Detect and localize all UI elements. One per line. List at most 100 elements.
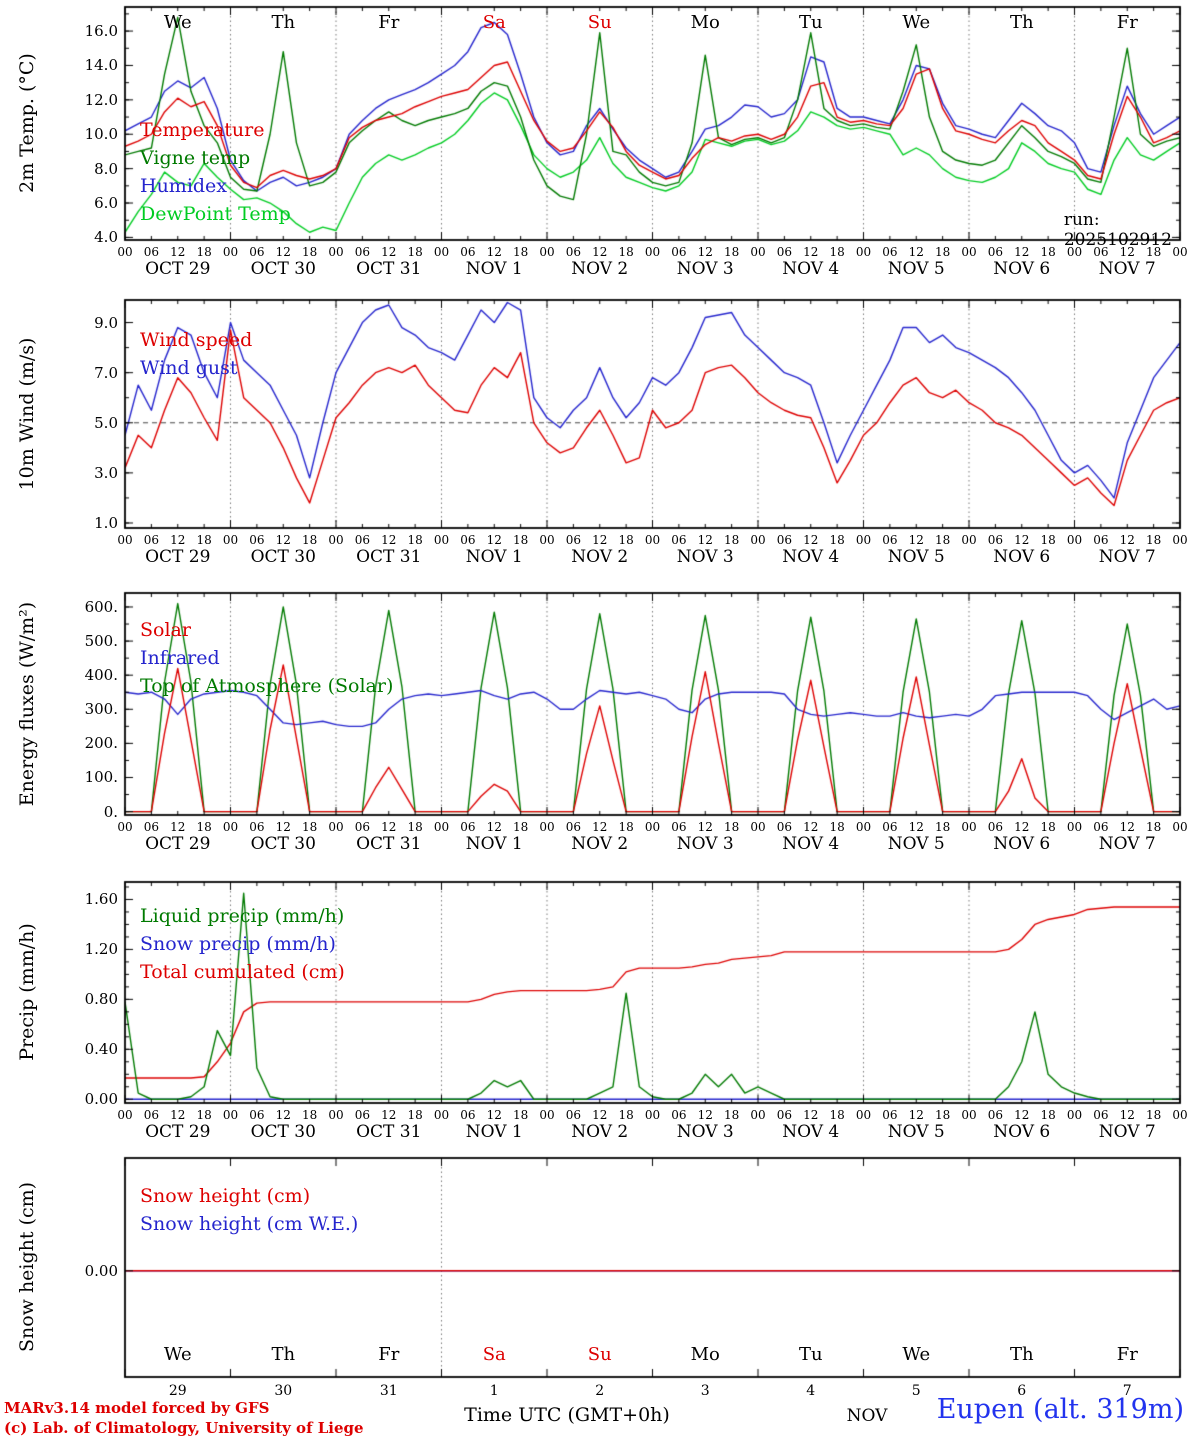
day-name-bottom: Th: [271, 1344, 296, 1365]
hour-tick-label: 12: [170, 245, 186, 259]
hour-tick-label: 06: [354, 820, 371, 834]
hour-tick-label: 06: [565, 533, 582, 547]
hour-tick-label: 12: [381, 245, 397, 259]
hour-tick-label: 12: [803, 245, 819, 259]
date-label: OCT 31: [356, 547, 422, 567]
hour-tick-label: 18: [934, 533, 951, 547]
temp-ytick-label: 8.0: [94, 159, 118, 178]
date-label: OCT 30: [250, 259, 316, 279]
temp-ytick-label: 14.0: [84, 56, 118, 75]
hour-tick-label: 00: [433, 820, 450, 834]
hour-tick-label: 18: [512, 245, 529, 259]
day-number: 3: [700, 1383, 710, 1399]
hour-tick-label: 12: [381, 1108, 397, 1122]
energy-ytick-label: 100.: [84, 768, 118, 787]
hour-tick-label: 00: [961, 820, 977, 834]
hour-tick-label: 06: [249, 820, 265, 834]
hour-tick-label: 18: [512, 533, 529, 547]
hour-tick-label: 00: [328, 533, 344, 547]
run-label: run: 2025102912: [1063, 210, 1172, 250]
date-label: NOV 7: [1098, 834, 1156, 854]
date-label: OCT 31: [356, 259, 422, 279]
hour-tick-label: 00: [750, 245, 766, 259]
day-name-top: Su: [587, 12, 612, 33]
hour-tick-label: 06: [776, 820, 793, 834]
hour-tick-label: 12: [697, 820, 713, 834]
hour-tick-label: 06: [776, 533, 793, 547]
hour-tick-label: 00: [539, 245, 555, 259]
energy-ytick-label: 400.: [84, 666, 118, 685]
hour-tick-label: 00: [222, 245, 239, 259]
hour-tick-label: 06: [460, 820, 476, 834]
day-name-bottom: Mo: [690, 1344, 720, 1365]
legend-total-cumulated: Total cumulated (cm): [140, 961, 345, 983]
hour-tick-label: 06: [143, 1108, 160, 1122]
hour-tick-label: 12: [275, 820, 291, 834]
hour-tick-label: 06: [249, 533, 265, 547]
hour-tick-label: 00: [328, 245, 344, 259]
day-number: 30: [274, 1383, 293, 1399]
hour-tick-label: 00: [117, 245, 133, 259]
date-label: OCT 30: [250, 547, 316, 567]
hour-tick-label: 18: [618, 820, 634, 834]
hour-tick-label: 06: [882, 533, 898, 547]
day-name-bottom: Th: [1009, 1344, 1034, 1365]
hour-tick-label: 00: [1172, 245, 1188, 259]
hour-tick-label: 12: [1014, 245, 1030, 259]
energy-ytick-label: 300.: [84, 700, 118, 719]
hour-tick-label: 18: [1040, 245, 1056, 259]
legend-snow-height-we: Snow height (cm W.E.): [140, 1213, 359, 1235]
hour-tick-label: 06: [354, 1108, 371, 1122]
hour-tick-label: 18: [196, 1108, 212, 1122]
hour-tick-label: 00: [750, 533, 766, 547]
hour-tick-label: 12: [908, 820, 924, 834]
date-label: OCT 29: [145, 834, 211, 854]
hour-tick-label: 00: [1066, 1108, 1083, 1122]
station-label: Eupen (alt. 319m): [936, 1394, 1184, 1425]
hour-tick-label: 06: [460, 1108, 476, 1122]
date-label: NOV 2: [571, 834, 629, 854]
hour-tick-label: 00: [117, 533, 133, 547]
hour-tick-label: 18: [723, 245, 740, 259]
hour-tick-label: 06: [776, 245, 793, 259]
hour-tick-label: 12: [486, 820, 502, 834]
hour-tick-label: 06: [565, 245, 582, 259]
precip-ytick-label: 0.40: [84, 1040, 118, 1059]
day-number: 31: [379, 1383, 398, 1399]
hour-tick-label: 12: [1014, 1108, 1030, 1122]
date-label: NOV 5: [887, 1122, 945, 1142]
day-name-bottom: We: [902, 1344, 931, 1365]
hour-tick-label: 18: [301, 245, 318, 259]
hour-tick-label: 00: [750, 820, 766, 834]
date-label: NOV 5: [887, 259, 945, 279]
date-label: NOV 3: [676, 259, 734, 279]
month-label: NOV: [846, 1406, 888, 1426]
day-number: 1: [489, 1383, 499, 1399]
temp-ytick-label: 10.0: [84, 125, 118, 144]
day-number: 6: [1017, 1383, 1027, 1399]
day-name-bottom: Su: [587, 1344, 612, 1365]
day-name-bottom: Fr: [1116, 1344, 1138, 1365]
hour-tick-label: 18: [1145, 245, 1162, 259]
date-label: NOV 1: [465, 259, 523, 279]
hour-tick-label: 12: [592, 820, 608, 834]
hour-tick-label: 18: [1145, 1108, 1162, 1122]
hour-tick-label: 18: [1040, 533, 1056, 547]
x-axis-title: Time UTC (GMT+0h): [464, 1404, 670, 1426]
hour-tick-label: 18: [934, 1108, 951, 1122]
hour-tick-label: 06: [354, 533, 371, 547]
hour-tick-label: 00: [222, 820, 239, 834]
hour-tick-label: 12: [486, 533, 502, 547]
hour-tick-label: 00: [328, 820, 344, 834]
hour-tick-label: 06: [143, 820, 160, 834]
day-name-top: Mo: [690, 12, 720, 33]
date-label: OCT 29: [145, 1122, 211, 1142]
legend-temperature: Temperature: [140, 119, 265, 141]
hour-tick-label: 00: [855, 820, 872, 834]
hour-tick-label: 18: [723, 820, 740, 834]
hour-tick-label: 00: [433, 245, 450, 259]
hour-tick-label: 00: [222, 533, 239, 547]
date-label: NOV 1: [465, 1122, 523, 1142]
